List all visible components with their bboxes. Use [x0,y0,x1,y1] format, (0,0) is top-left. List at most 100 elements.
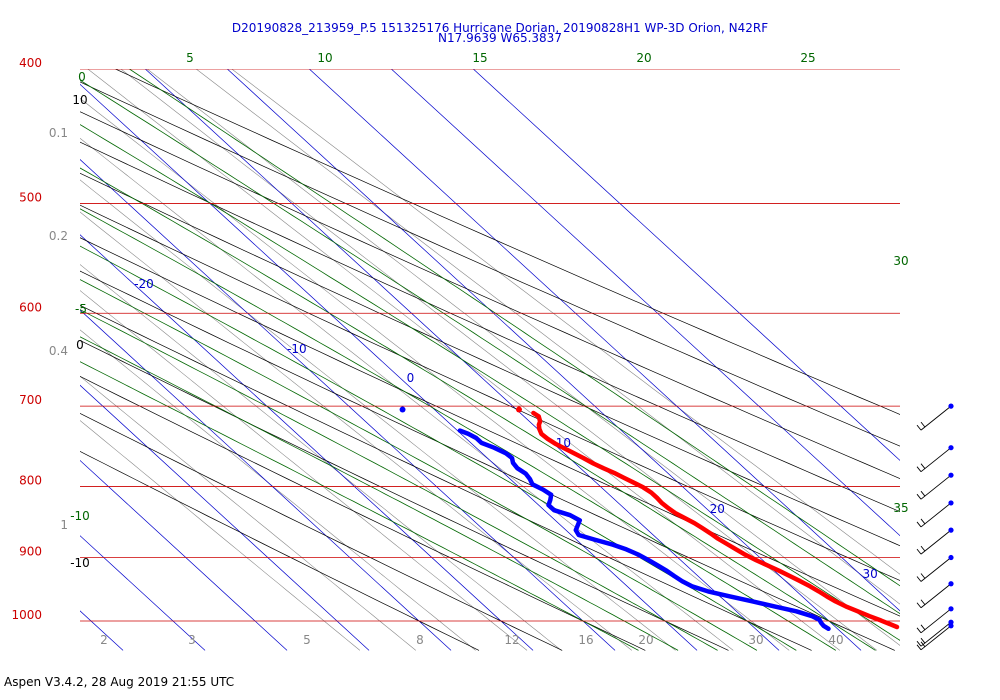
dry-adiabat-line [80,270,895,651]
moist-adiabat-label: 35 [893,501,908,515]
moist-adiabat-label: 25 [800,51,815,65]
moist-adiabat-label: 10 [317,51,332,65]
moist-adiabat-label: 15 [472,51,487,65]
mixing-ratio-line [80,179,676,651]
dewpoint-point [399,406,406,413]
moist-adiabat-line [80,167,876,651]
pressure-label: 800 [19,474,42,488]
mixing-ratio-line [195,69,900,605]
wind-barb-feather [916,521,922,528]
wind-barb [916,472,954,500]
isotherm-line [80,309,452,651]
wind-barb [916,403,954,431]
mixing-ratio-line [87,69,840,651]
dry-adiabat-line [114,69,900,415]
moist-adiabat-label: -5 [75,302,87,316]
wind-barb [916,445,954,473]
dry-adiabat-line [80,304,812,651]
dewpoint-profile [457,428,831,632]
moist-adiabat-line [80,124,900,641]
wind-barb [916,500,954,528]
dry-adiabat-line [80,204,900,581]
wind-barb-dot [948,554,954,561]
mixing-ratio-line [231,69,900,575]
isotherm-label: -20 [134,277,154,291]
wind-barb [916,581,954,609]
wind-barb-staff [920,583,952,609]
mixing-ratio-label: 30 [748,633,763,647]
wind-barb-staff [920,502,952,528]
wind-barb [916,619,954,647]
wind-barb-feather [920,463,926,469]
mixing-ratio-label: 0.4 [49,344,68,358]
wind-barb-feather [916,640,922,647]
isotherm-line [308,69,900,612]
isotherm-line [80,459,288,651]
pressure-label: 900 [19,545,42,559]
dry-adiabat-line [80,111,900,479]
wind-barb-dot [948,581,954,587]
mixing-ratio-label: 0.2 [49,229,68,243]
wind-barbs [916,403,954,651]
pressure-label: 500 [19,190,42,204]
moist-adiabat-line [80,361,639,651]
chart-title-line-2: N17.9639 W65.3837 [438,31,562,45]
dry-adiabat-line [80,375,646,651]
dry-adiabat-label: -10 [70,556,90,570]
wind-barb-feather [916,627,922,634]
wind-barb-dot [948,500,954,506]
mixing-ratio-label: 12 [504,633,519,647]
mixing-ratio-label: 1 [60,518,68,532]
wind-barb-feather [916,576,922,582]
wind-barb-dot [948,527,954,533]
isotherm-label: 30 [862,567,877,581]
pressure-label: 1000 [11,608,42,622]
wind-barb-staff [920,529,952,555]
wind-barb [916,623,954,651]
footer-version: Aspen V3.4.2, 28 Aug 2019 21:55 UTC [4,675,235,689]
mixing-ratio-line [80,375,416,651]
grid-lines [0,38,900,651]
mixing-ratio-label: 16 [578,633,593,647]
wind-barb-feather [916,493,922,500]
wind-barb-staff [920,608,952,634]
mixing-ratio-label: 20 [638,633,653,647]
mixing-ratio-line [80,97,790,651]
isotherm-line [0,38,41,650]
moist-adiabat-label: 5 [186,51,194,65]
wind-barb-staff [920,447,952,473]
wind-barb-dot [948,472,954,478]
wind-barb [916,527,954,555]
mixing-ratio-line [146,69,900,646]
temperature-point [515,406,522,413]
wind-barb-staff [920,621,952,647]
mixing-ratio-line [80,420,361,651]
dry-adiabat-line [80,412,563,651]
mixing-ratio-line [80,137,734,651]
isotherm-line [226,69,862,651]
dry-adiabat-label: 10 [72,93,87,107]
moist-adiabat-label: -10 [70,509,90,523]
dry-adiabat-line [80,340,729,651]
isotherm-line [390,69,900,537]
dry-adiabat-line [80,237,900,617]
pressure-label: 600 [19,300,42,314]
sounding-profiles [399,406,900,632]
isotherm-label: 0 [407,371,415,385]
chart-title-line-1: D20190828_213959_P.5 151325176 Hurricane… [231,21,769,35]
mixing-ratio-line [80,264,562,651]
wind-barb-feather [920,545,926,552]
moist-adiabat-line [80,279,758,651]
mixing-ratio-label: 0.1 [49,126,68,140]
wind-barb-feather [920,641,926,648]
dry-adiabat-label: 0 [76,338,84,352]
moist-adiabat-line [80,208,837,651]
dry-adiabat-line [80,172,900,547]
isotherm-line [80,234,534,651]
dry-adiabat-line [80,81,900,447]
wind-barb-feather [920,624,926,631]
isotherm-line [80,384,370,651]
wind-barb-dot [948,619,954,625]
moist-adiabat-line [80,336,679,651]
